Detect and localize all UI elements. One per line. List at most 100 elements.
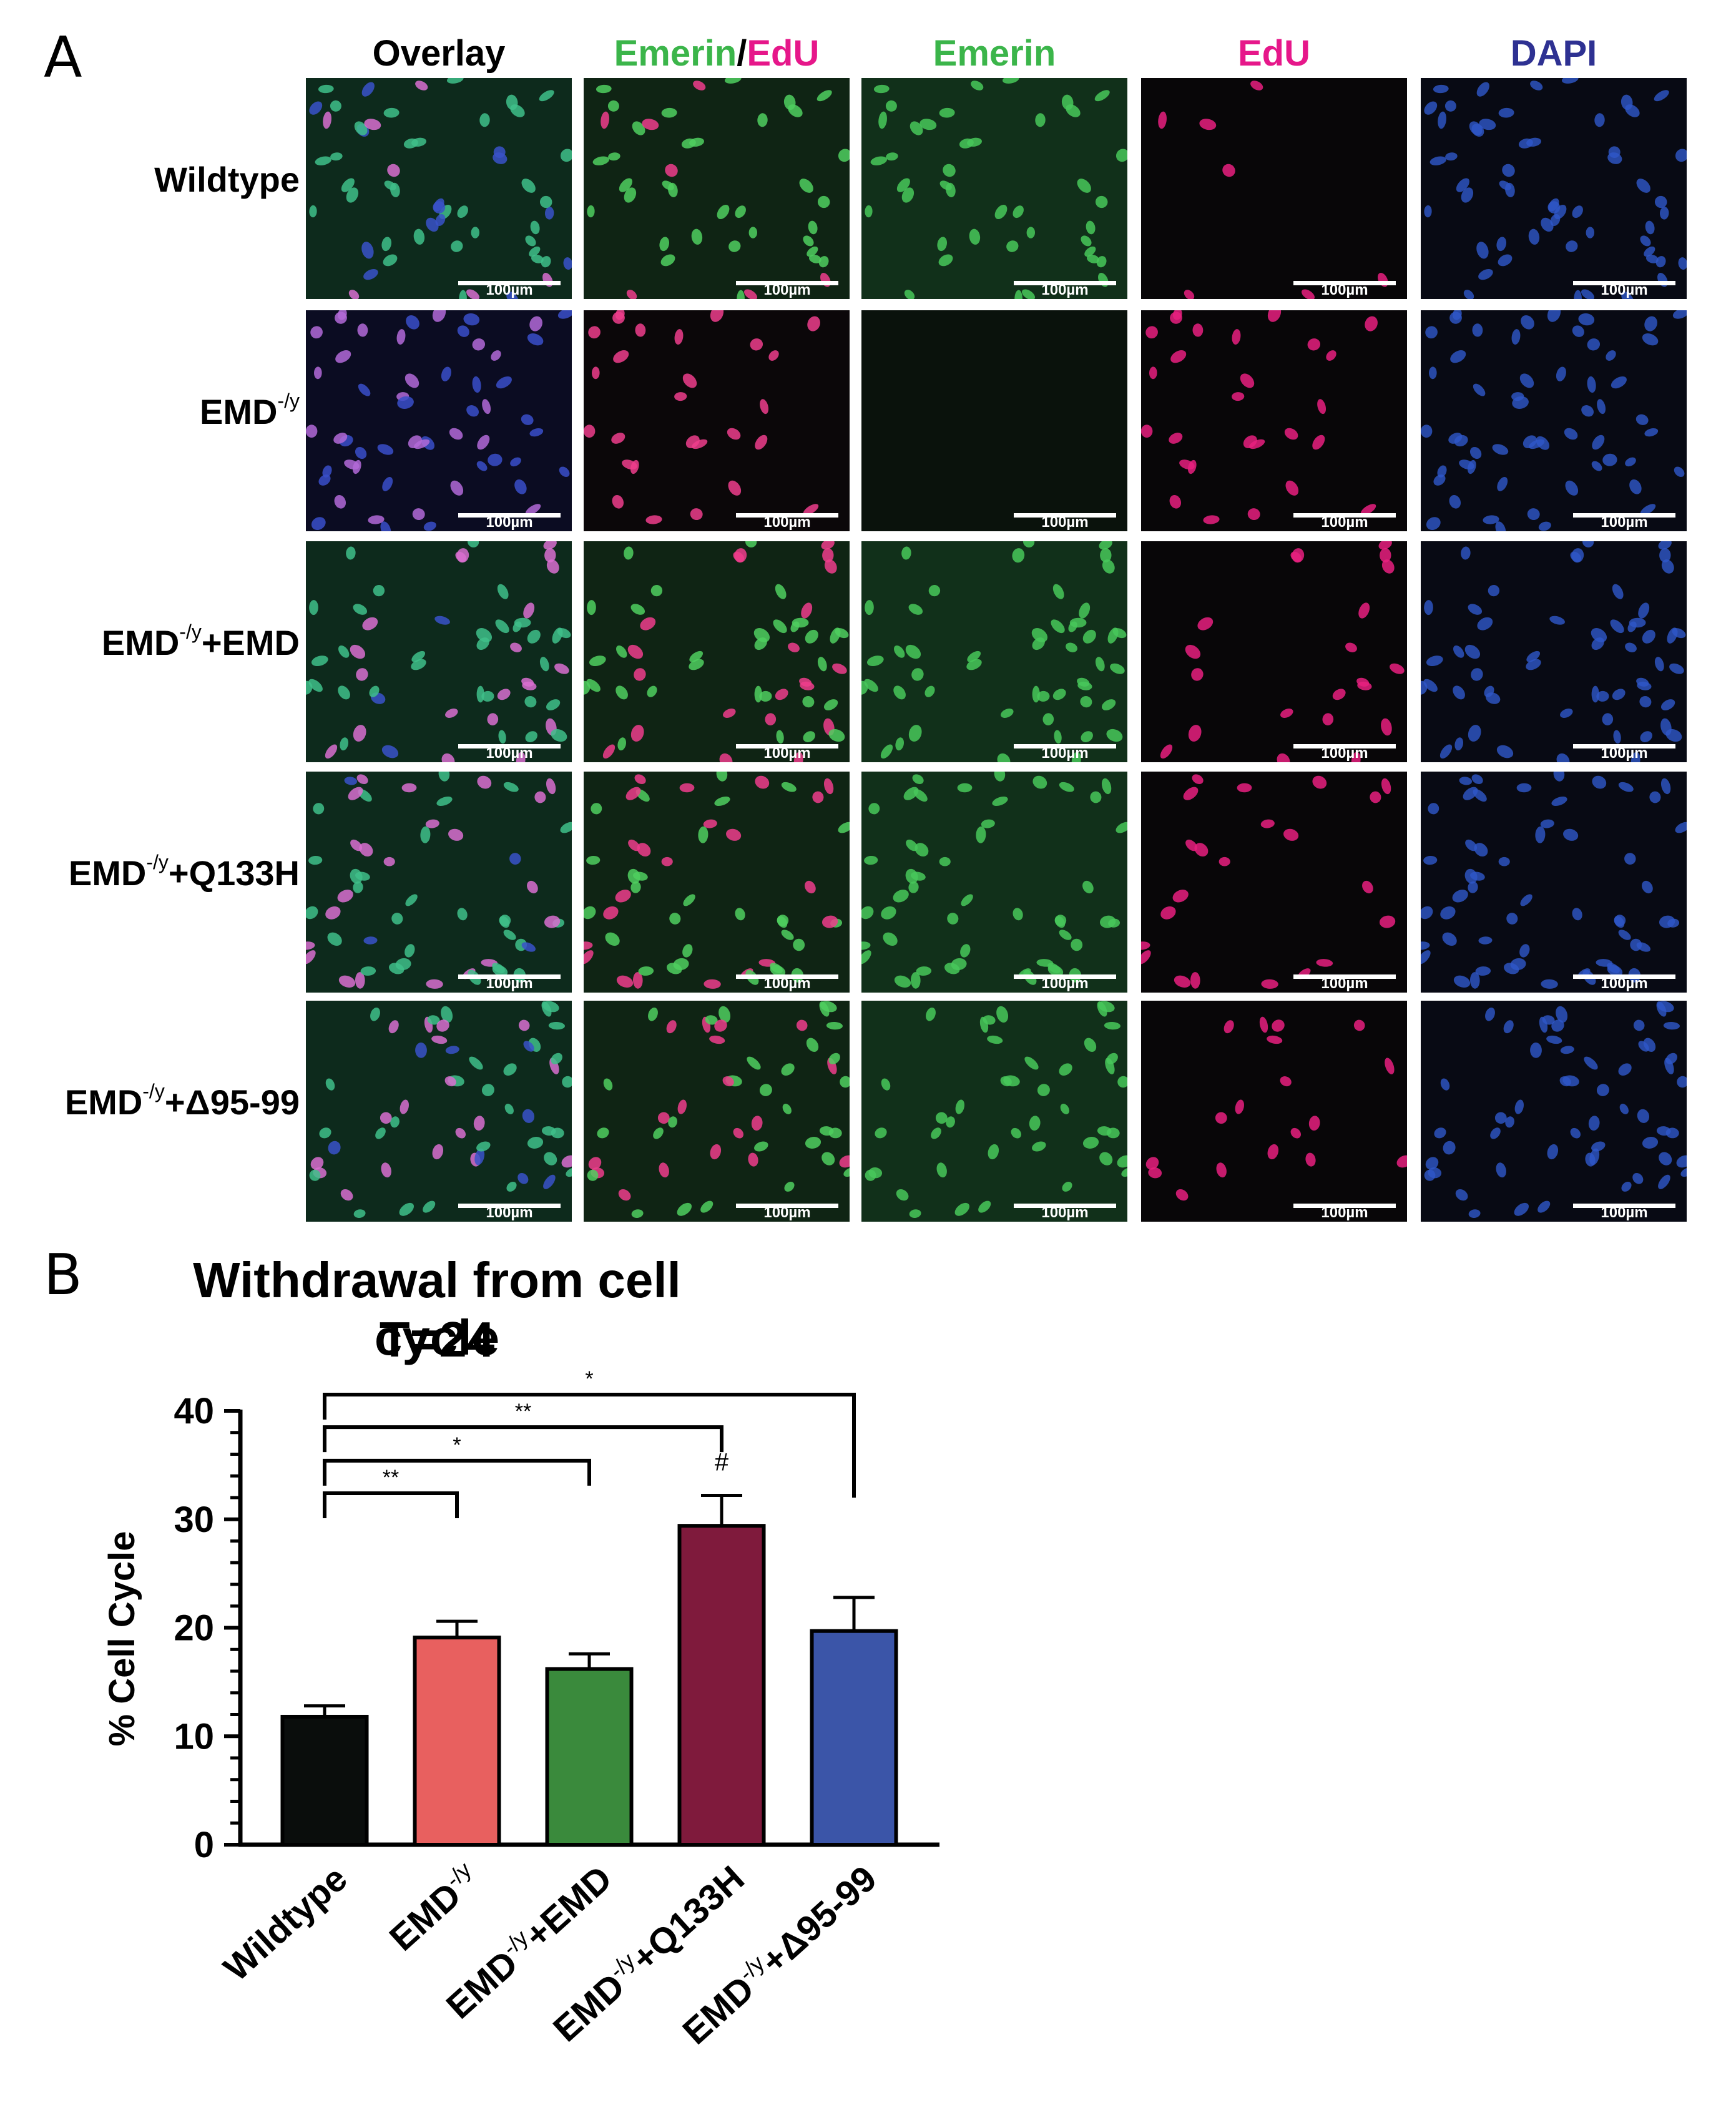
significance-bracket-3 — [323, 1392, 856, 1498]
micrograph-r3-c2: 100µm — [861, 772, 1127, 993]
y-tick-label: 10 — [174, 1716, 214, 1757]
micrograph-r4-c1: 100µm — [584, 1001, 850, 1222]
scale-bar — [458, 974, 561, 979]
scale-bar — [736, 974, 838, 979]
scale-bar — [736, 744, 838, 748]
scale-bar — [1293, 281, 1396, 285]
micrograph-r3-c1: 100µm — [584, 772, 850, 993]
column-header-3: EdU — [1238, 33, 1310, 74]
chart-subtitle: T=24 — [379, 1312, 495, 1367]
scale-bar-label: 100µm — [1601, 514, 1648, 531]
scale-bar-label: 100µm — [1601, 975, 1648, 992]
scale-bar-label: 100µm — [486, 975, 533, 992]
scale-bar-label: 100µm — [1601, 282, 1648, 298]
panel-a-letter: A — [44, 25, 82, 91]
scale-bar — [1293, 1204, 1396, 1208]
scale-bar — [1014, 744, 1116, 748]
significance-label-2: ** — [515, 1400, 531, 1423]
panel-b-letter: B — [44, 1242, 82, 1308]
scale-bar-label: 100µm — [763, 1204, 811, 1221]
scale-bar-label: 100µm — [1041, 975, 1089, 992]
scale-bar-label: 100µm — [1321, 975, 1368, 992]
micrograph-r0-c0: 100µm — [306, 78, 572, 299]
scale-bar-label: 100µm — [1041, 1204, 1089, 1221]
scale-bar — [1573, 974, 1675, 979]
micrograph-r2-c1: 100µm — [584, 541, 850, 762]
significance-bracket-2 — [323, 1425, 723, 1453]
row-label-3: EMD-/y+Q133H — [68, 851, 300, 893]
micrograph-r0-c3: 100µm — [1141, 78, 1407, 299]
bar-3 — [677, 1524, 766, 1847]
scale-bar-label: 100µm — [1321, 282, 1368, 298]
scale-bar-label: 100µm — [486, 1204, 533, 1221]
micrograph-r4-c2: 100µm — [861, 1001, 1127, 1222]
y-axis-label: % Cell Cycle — [102, 1531, 142, 1747]
x-tick-label-0: Wildtype — [216, 1858, 355, 1989]
scale-bar — [736, 1204, 838, 1208]
y-tick-label: 20 — [174, 1608, 214, 1649]
micrograph-r1-c2: 100µm — [861, 310, 1127, 531]
scale-bar — [1293, 974, 1396, 979]
micrograph-r2-c0: 100µm — [306, 541, 572, 762]
scale-bar-label: 100µm — [1041, 514, 1089, 531]
scale-bar — [1014, 974, 1116, 979]
significance-label-0: ** — [383, 1466, 399, 1489]
row-label-0: Wildtype — [154, 160, 300, 199]
scale-bar — [458, 513, 561, 518]
micrograph-r0-c4: 100µm — [1421, 78, 1687, 299]
scale-bar-label: 100µm — [486, 282, 533, 298]
scale-bar — [1573, 744, 1675, 748]
row-label-1: EMD-/y — [200, 390, 300, 431]
y-tick-label: 40 — [174, 1391, 214, 1431]
x-tick-label-1: EMD-/y — [381, 1857, 488, 1959]
micrograph-r4-c3: 100µm — [1141, 1001, 1407, 1222]
scale-bar-label: 100µm — [1321, 514, 1368, 531]
bar-annotation: # — [715, 1449, 729, 1476]
column-header-sep: / — [737, 33, 747, 74]
bar-1 — [413, 1636, 501, 1847]
micrograph-r3-c0: 100µm — [306, 772, 572, 993]
scale-bar — [1573, 1204, 1675, 1208]
scale-bar — [1014, 1204, 1116, 1208]
scale-bar — [736, 513, 838, 518]
scale-bar-label: 100µm — [763, 282, 811, 298]
micrograph-r1-c4: 100µm — [1421, 310, 1687, 531]
scale-bar — [736, 281, 838, 285]
scale-bar-label: 100µm — [486, 745, 533, 762]
significance-bracket-0 — [323, 1491, 459, 1519]
scale-bar — [1573, 281, 1675, 285]
column-header-part: Emerin — [614, 33, 737, 74]
micrograph-r4-c4: 100µm — [1421, 1001, 1687, 1222]
micrograph-r3-c4: 100µm — [1421, 772, 1687, 993]
micrograph-r1-c3: 100µm — [1141, 310, 1407, 531]
row-label-2: EMD-/y+EMD — [101, 621, 300, 662]
scale-bar — [1014, 513, 1116, 518]
scale-bar-label: 100µm — [486, 514, 533, 531]
bar-4 — [810, 1629, 898, 1847]
bar-2 — [545, 1667, 634, 1847]
scale-bar — [458, 744, 561, 748]
column-header-1: Emerin/EdU — [579, 32, 854, 74]
bar-0 — [280, 1714, 369, 1847]
scale-bar — [1014, 281, 1116, 285]
micrograph-r0-c2: 100µm — [861, 78, 1127, 299]
scale-bar-label: 100µm — [1041, 282, 1089, 298]
scale-bar-label: 100µm — [1601, 1204, 1648, 1221]
row-label-4: EMD-/y+Δ95-99 — [64, 1080, 300, 1122]
scale-bar — [458, 281, 561, 285]
scale-bar-label: 100µm — [1601, 745, 1648, 762]
scale-bar-label: 100µm — [1321, 745, 1368, 762]
scale-bar — [458, 1204, 561, 1208]
significance-label-1: * — [453, 1433, 461, 1457]
y-tick-label: 30 — [174, 1499, 214, 1540]
micrograph-r0-c1: 100µm — [584, 78, 850, 299]
column-header-2: Emerin — [933, 33, 1056, 74]
micrograph-r2-c2: 100µm — [861, 541, 1127, 762]
micrograph-r1-c1: 100µm — [584, 310, 850, 531]
scale-bar — [1293, 513, 1396, 518]
micrograph-r4-c0: 100µm — [306, 1001, 572, 1222]
scale-bar — [1293, 744, 1396, 748]
significance-label-3: * — [585, 1367, 593, 1391]
column-header-4: DAPI — [1510, 33, 1597, 74]
